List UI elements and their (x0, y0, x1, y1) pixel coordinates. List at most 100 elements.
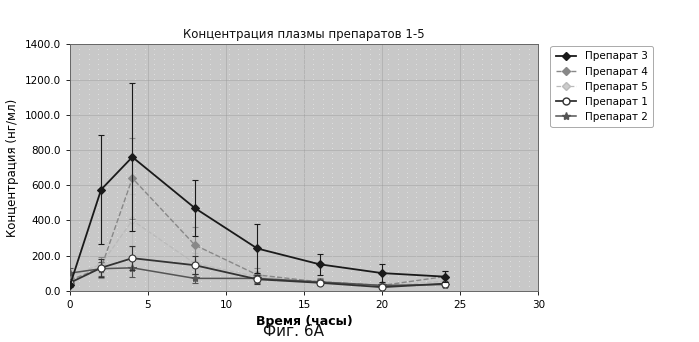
Point (486, 52, 497, 57)
Point (392, 47, 403, 52)
Point (149, 145, 160, 150)
Point (214, 130, 225, 136)
Point (514, 214, 525, 220)
Point (205, 96, 216, 101)
Point (92, 259, 103, 264)
Point (401, 249, 412, 254)
Point (149, 219, 160, 224)
Point (420, 189, 431, 195)
Point (102, 76, 113, 82)
Point (139, 180, 150, 185)
Point (317, 160, 329, 166)
Point (149, 189, 160, 195)
Point (383, 249, 394, 254)
Point (477, 71, 488, 77)
Point (280, 234, 291, 239)
Point (214, 244, 225, 249)
Point (439, 234, 450, 239)
Point (373, 204, 384, 210)
Point (345, 273, 356, 279)
Point (317, 180, 329, 185)
Point (298, 145, 310, 150)
Point (252, 165, 263, 170)
Point (289, 165, 301, 170)
Point (280, 160, 291, 166)
Point (383, 52, 394, 57)
Point (233, 244, 244, 249)
Point (158, 214, 169, 220)
Point (243, 268, 254, 274)
Point (64, 140, 75, 146)
Point (467, 288, 478, 293)
Point (83, 199, 94, 205)
Point (271, 86, 282, 92)
Point (196, 160, 207, 166)
Point (261, 185, 272, 190)
Point (486, 175, 497, 180)
Point (243, 165, 254, 170)
Point (467, 150, 478, 156)
Point (102, 52, 113, 57)
Point (420, 126, 431, 131)
Point (233, 111, 244, 116)
Point (233, 253, 244, 259)
Point (308, 96, 319, 101)
Point (289, 150, 301, 156)
Point (458, 214, 469, 220)
Point (252, 234, 263, 239)
Point (83, 76, 94, 82)
Point (214, 86, 225, 92)
Point (383, 273, 394, 279)
Point (420, 96, 431, 101)
Point (486, 120, 497, 126)
Point (73, 253, 85, 259)
Point (280, 170, 291, 175)
Point (317, 126, 329, 131)
Point (458, 96, 469, 101)
Point (139, 283, 150, 289)
Point (111, 244, 122, 249)
Point (420, 214, 431, 220)
Point (261, 47, 272, 52)
Point (486, 42, 497, 47)
Point (430, 106, 441, 111)
Point (420, 71, 431, 77)
Point (505, 106, 516, 111)
Point (224, 214, 235, 220)
Point (233, 56, 244, 62)
Point (524, 111, 535, 116)
Point (533, 204, 544, 210)
Point (383, 62, 394, 67)
Point (243, 160, 254, 166)
Point (224, 224, 235, 229)
Point (514, 249, 525, 254)
Point (514, 47, 525, 52)
Point (64, 47, 75, 52)
Point (139, 185, 150, 190)
Point (542, 66, 553, 72)
Point (214, 150, 225, 156)
Point (233, 204, 244, 210)
Point (430, 253, 441, 259)
Point (298, 239, 310, 244)
Point (167, 249, 178, 254)
Point (111, 283, 122, 289)
Point (64, 175, 75, 180)
Point (467, 155, 478, 160)
Point (401, 96, 412, 101)
Point (73, 185, 85, 190)
Point (186, 239, 197, 244)
Point (73, 47, 85, 52)
Point (196, 42, 207, 47)
Point (524, 56, 535, 62)
Point (533, 106, 544, 111)
Point (505, 263, 516, 269)
Point (308, 47, 319, 52)
Point (477, 81, 488, 87)
Point (336, 145, 347, 150)
Point (411, 278, 422, 284)
Point (317, 224, 329, 229)
Point (289, 111, 301, 116)
Point (102, 165, 113, 170)
Point (92, 56, 103, 62)
